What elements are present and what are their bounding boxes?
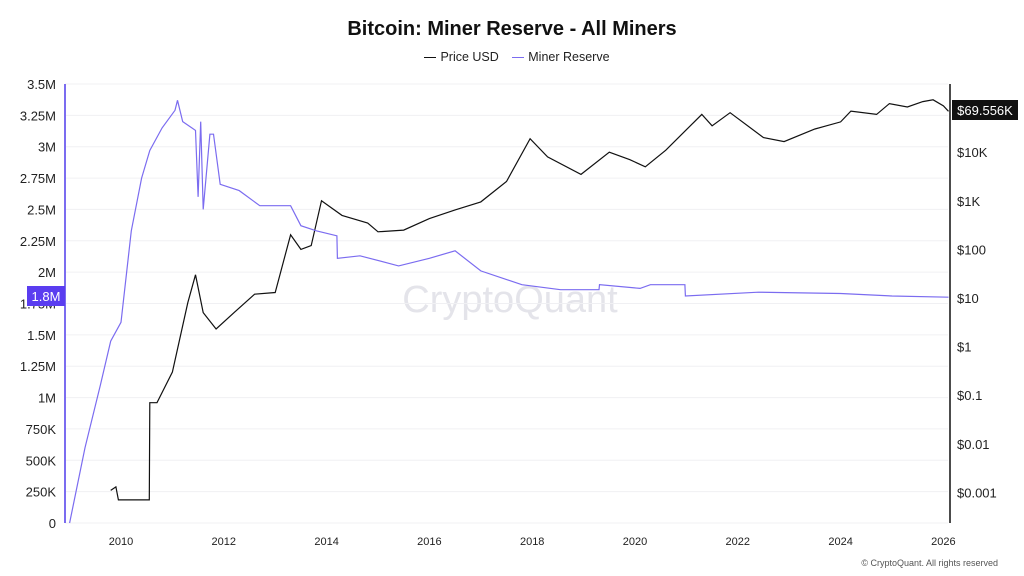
right-tick-label: $0.1 — [957, 388, 982, 403]
right-tick-label: $10 — [957, 291, 979, 306]
reserve-current-label: 1.8M — [32, 289, 61, 304]
right-tick-label: $1K — [957, 194, 980, 209]
left-tick-label: 1.5M — [27, 328, 56, 343]
left-tick-label: 2.25M — [20, 234, 56, 249]
legend-price[interactable]: Price USD — [440, 50, 499, 64]
watermark: CryptoQuant — [402, 279, 618, 321]
left-tick-label: 2M — [38, 265, 56, 280]
left-tick-label: 2.5M — [27, 202, 56, 217]
left-tick-label: 500K — [26, 453, 57, 468]
x-tick-label: 2018 — [520, 536, 544, 548]
x-tick-label: 2014 — [314, 536, 338, 548]
legend-swatch-price — [424, 57, 437, 59]
right-tick-label: $0.01 — [957, 437, 990, 452]
price-line — [110, 99, 949, 501]
left-tick-label: 3M — [38, 140, 56, 155]
legend: Price USD Miner Reserve — [0, 50, 1024, 64]
left-tick-label: 0 — [49, 516, 56, 531]
price-current-label: $69.556K — [957, 103, 1013, 118]
left-tick-label: 3.5M — [27, 77, 56, 92]
miner-reserve-line — [69, 100, 949, 524]
x-tick-label: 2024 — [828, 536, 852, 548]
legend-swatch-reserve — [512, 57, 525, 59]
right-tick-label: $100 — [957, 242, 986, 257]
left-tick-label: 2.75M — [20, 171, 56, 186]
reserve-current-tag — [27, 286, 65, 306]
x-tick-label: 2020 — [623, 536, 647, 548]
right-tick-label: $0.001 — [957, 485, 997, 500]
x-tick-label: 2010 — [109, 536, 133, 548]
left-tick-label: 750K — [26, 422, 57, 437]
x-tick-label: 2026 — [931, 536, 955, 548]
left-tick-label: 250K — [26, 485, 57, 500]
x-tick-label: 2012 — [212, 536, 236, 548]
x-tick-label: 2022 — [726, 536, 750, 548]
chart-title: Bitcoin: Miner Reserve - All Miners — [347, 18, 677, 40]
right-tick-label: $1 — [957, 340, 971, 355]
price-current-tag — [952, 100, 1018, 120]
left-tick-label: 3.25M — [20, 108, 56, 123]
legend-reserve[interactable]: Miner Reserve — [528, 50, 610, 64]
x-tick-label: 2016 — [417, 536, 441, 548]
left-tick-label: 1M — [38, 391, 56, 406]
right-tick-label: $10K — [957, 145, 988, 160]
left-tick-label: 1.25M — [20, 359, 56, 374]
footer: © CryptoQuant. All rights reserved — [861, 558, 998, 568]
